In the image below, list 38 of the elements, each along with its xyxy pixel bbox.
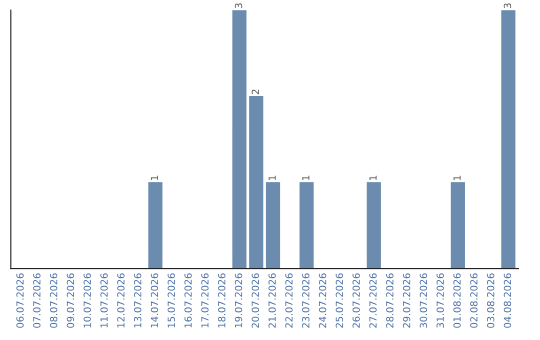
data-label: 3 <box>234 3 242 8</box>
x-tick-label: 12.07.2026 <box>117 273 125 328</box>
x-tick-label: 22.07.2026 <box>285 273 293 328</box>
data-label: 2 <box>252 90 259 94</box>
x-tick-label: 31.07.2026 <box>436 273 444 328</box>
x-tick-label: 13.07.2026 <box>134 273 142 328</box>
x-tick-label: 16.07.2026 <box>184 273 192 328</box>
x-tick-label: 03.08.2026 <box>486 273 494 328</box>
x-tick-label: 28.07.2026 <box>386 273 394 328</box>
x-tick-label: 01.08.2026 <box>453 273 461 328</box>
x-tick-label: 19.07.2026 <box>234 273 242 328</box>
x-tick-label: 15.07.2026 <box>168 273 175 328</box>
x-tick-label: 04.08.2026 <box>504 273 512 328</box>
x-tick-label: 06.07.2026 <box>16 273 24 328</box>
data-label: 1 <box>369 176 377 180</box>
x-tick-label: 14.07.2026 <box>150 273 158 328</box>
x-tick-label: 23.07.2026 <box>302 273 310 328</box>
x-tick-label: 10.07.2026 <box>84 273 91 328</box>
data-label: 1 <box>453 176 461 180</box>
x-tick-label: 30.07.2026 <box>420 273 428 328</box>
x-tick-label: 25.07.2026 <box>336 273 344 328</box>
data-label: 1 <box>302 176 310 180</box>
x-tick-label: 29.07.2026 <box>402 273 410 328</box>
x-tick-label: 07.07.2026 <box>33 273 41 328</box>
data-label: 1 <box>268 176 276 180</box>
x-tick-label: 26.07.2026 <box>352 273 360 328</box>
x-tick-label: 09.07.2026 <box>66 273 74 328</box>
x-tick-label: 08.07.2026 <box>50 273 58 328</box>
data-label: 1 <box>150 176 158 180</box>
x-tick-label: 11.07.2026 <box>100 273 108 328</box>
x-tick-label: 18.07.2026 <box>218 273 226 328</box>
x-tick-label: 17.07.2026 <box>201 273 209 328</box>
x-tick-label: 27.07.2026 <box>369 273 377 328</box>
x-tick-label: 24.07.2026 <box>318 273 326 328</box>
x-tick-label: 20.07.2026 <box>252 273 260 328</box>
x-tick-label: 21.07.2026 <box>268 273 276 328</box>
x-tick-label: 02.08.2026 <box>470 273 478 328</box>
data-label: 3 <box>504 3 512 8</box>
